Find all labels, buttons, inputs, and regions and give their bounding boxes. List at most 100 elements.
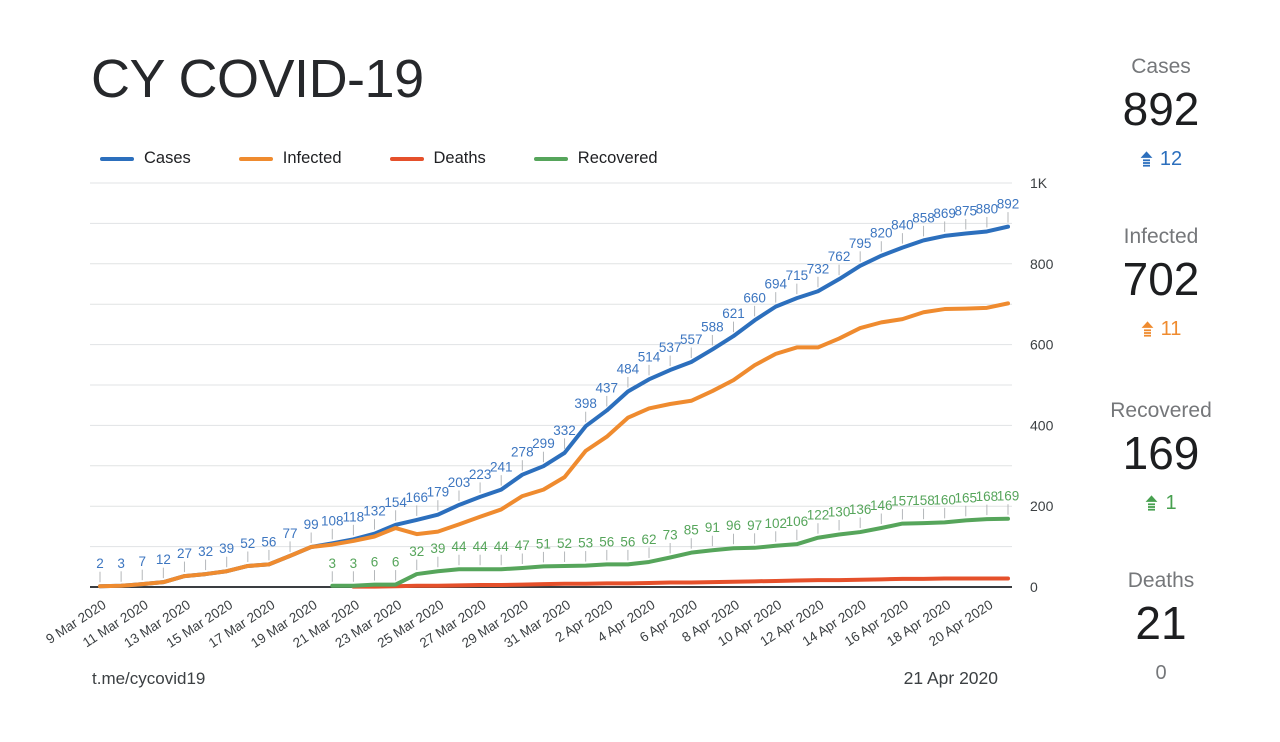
svg-text:51: 51	[536, 536, 551, 551]
stat-value: 892	[1122, 83, 1200, 135]
svg-text:168: 168	[976, 489, 999, 504]
svg-text:795: 795	[849, 236, 872, 251]
svg-text:223: 223	[469, 467, 492, 482]
svg-text:136: 136	[849, 502, 872, 517]
svg-text:118: 118	[343, 509, 365, 524]
svg-text:53: 53	[578, 536, 593, 551]
stat-change: 0	[1072, 661, 1250, 685]
legend-item-recovered: Recovered	[533, 149, 658, 168]
series-recovered-labels: 3 3 6 632 39 44 44 44 47 51 52 53 56 56 62 73 85 91 96 97 10…	[329, 489, 1020, 582]
svg-text:484: 484	[617, 361, 640, 376]
svg-text:97: 97	[747, 518, 762, 533]
arrow-up-icon	[1146, 495, 1158, 511]
svg-text:880: 880	[976, 201, 999, 216]
svg-text:3: 3	[117, 556, 125, 571]
svg-text:122: 122	[807, 508, 830, 523]
svg-text:130: 130	[828, 504, 851, 519]
svg-text:7: 7	[138, 554, 146, 569]
svg-text:0: 0	[1030, 579, 1038, 595]
svg-text:157: 157	[891, 494, 914, 509]
series-infected-line	[98, 301, 1010, 589]
svg-text:32: 32	[198, 544, 213, 559]
svg-text:3: 3	[329, 556, 337, 571]
legend-item-infected: Infected	[238, 149, 342, 168]
svg-text:169: 169	[997, 489, 1020, 504]
svg-text:106: 106	[786, 514, 809, 529]
svg-text:892: 892	[997, 197, 1020, 212]
legend-label: Cases	[144, 149, 191, 167]
svg-text:514: 514	[638, 349, 661, 364]
stat-change: 12	[1072, 147, 1250, 171]
svg-text:869: 869	[933, 206, 956, 221]
svg-text:437: 437	[596, 380, 619, 395]
svg-text:12: 12	[156, 552, 171, 567]
svg-text:840: 840	[891, 218, 914, 233]
y-axis-labels: 0 200 400 600 800 1K	[1030, 175, 1054, 595]
svg-text:146: 146	[870, 498, 893, 513]
legend-label: Deaths	[433, 149, 486, 167]
svg-text:694: 694	[764, 277, 787, 292]
svg-text:158: 158	[912, 493, 935, 508]
stat-change: 11	[1072, 317, 1250, 341]
source-link: t.me/cycovid19	[92, 669, 206, 688]
stat-label: Recovered	[1110, 399, 1212, 422]
stat-change-value: 0	[1155, 662, 1167, 684]
svg-text:588: 588	[701, 319, 724, 334]
svg-text:6: 6	[392, 555, 400, 570]
legend-swatch-icon	[533, 156, 568, 161]
legend-item-cases: Cases	[100, 149, 191, 168]
series-cases-line	[98, 224, 1010, 589]
svg-text:200: 200	[1030, 498, 1054, 514]
svg-text:56: 56	[261, 534, 276, 549]
svg-text:398: 398	[574, 396, 597, 411]
svg-text:39: 39	[219, 541, 234, 556]
svg-text:600: 600	[1030, 337, 1054, 353]
svg-text:52: 52	[240, 536, 255, 551]
stat-value: 21	[1135, 597, 1187, 649]
svg-text:52: 52	[557, 536, 572, 551]
svg-text:62: 62	[642, 532, 657, 547]
svg-text:96: 96	[726, 518, 741, 533]
series-recovered-line	[330, 516, 1010, 588]
svg-text:27: 27	[177, 546, 192, 561]
svg-text:762: 762	[828, 249, 851, 264]
svg-text:732: 732	[807, 261, 830, 276]
svg-text:660: 660	[743, 290, 766, 305]
stat-label: Infected	[1123, 225, 1199, 248]
stat-change-value: 1	[1165, 492, 1177, 514]
svg-text:32: 32	[409, 544, 424, 559]
legend-swatch-icon	[238, 156, 273, 161]
stat-label: Deaths	[1127, 569, 1195, 592]
svg-text:1K: 1K	[1030, 175, 1048, 191]
svg-text:621: 621	[722, 306, 745, 321]
svg-text:6: 6	[371, 555, 379, 570]
svg-text:56: 56	[620, 534, 635, 549]
stat-deaths: Deaths 21 0	[1072, 569, 1250, 685]
series-deaths-line	[351, 576, 1010, 589]
svg-text:47: 47	[515, 538, 530, 553]
stat-label: Cases	[1131, 55, 1191, 78]
svg-text:39: 39	[430, 541, 445, 556]
legend-item-deaths: Deaths	[389, 149, 486, 168]
stat-change-value: 12	[1159, 148, 1183, 170]
svg-text:99: 99	[304, 517, 319, 532]
report-date: 21 Apr 2020	[903, 668, 998, 688]
svg-text:800: 800	[1030, 256, 1054, 272]
chart-title: CY COVID-19	[91, 49, 424, 109]
svg-text:165: 165	[955, 490, 978, 505]
grid-lines	[90, 182, 1012, 548]
svg-text:299: 299	[532, 436, 555, 451]
svg-text:166: 166	[405, 490, 428, 505]
svg-text:44: 44	[494, 539, 510, 554]
stat-change-value: 11	[1160, 318, 1182, 340]
svg-text:44: 44	[451, 539, 467, 554]
svg-text:557: 557	[680, 332, 703, 347]
stat-value: 169	[1122, 427, 1200, 479]
stat-value: 702	[1122, 253, 1200, 305]
svg-text:332: 332	[553, 423, 576, 438]
svg-text:91: 91	[705, 520, 720, 535]
svg-text:102: 102	[764, 516, 787, 531]
